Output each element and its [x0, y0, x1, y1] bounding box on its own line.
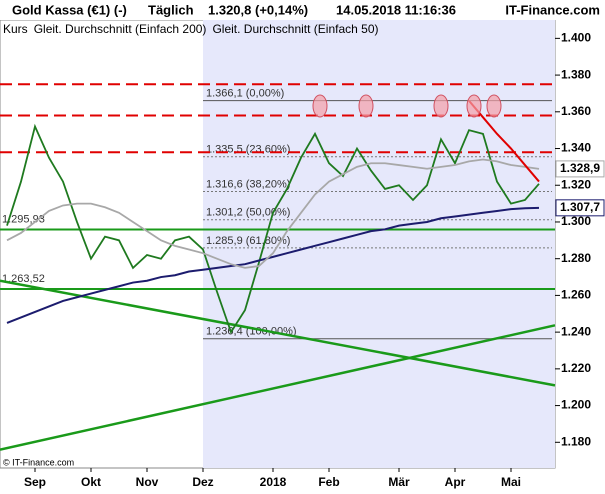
fib-label: 1.335,5 (23,60%)	[206, 144, 290, 156]
y-tick-label: 1.400	[561, 31, 591, 45]
y-tick-label: 1.360	[561, 104, 591, 118]
x-tick-label: Mai	[501, 475, 521, 489]
legend-entry: Kurs	[3, 22, 28, 36]
fib-label: 1.301,2 (50,00%)	[206, 207, 290, 219]
last-value-label: 1.328,9	[560, 161, 600, 175]
header-bar	[0, 0, 605, 20]
peak-marker	[433, 94, 449, 118]
x-tick-label: Mär	[388, 475, 410, 489]
last-value-box	[555, 160, 605, 178]
fib-label: 1.236,4 (100,00%)	[206, 326, 297, 338]
fib-label: 1.366,1 (0,00%)	[206, 88, 284, 100]
peak-marker	[486, 94, 502, 118]
header-title: Gold Kassa (€1) (-)	[12, 2, 127, 17]
x-tick-label: Okt	[81, 475, 101, 489]
y-tick-label: 1.340	[561, 141, 591, 155]
shade-layer	[203, 20, 555, 468]
peak-marker	[358, 94, 374, 118]
series-line	[6, 123, 540, 335]
y-tick-label: 1.380	[561, 67, 591, 81]
x-tick-label: 2018	[260, 475, 287, 489]
series-line	[6, 206, 540, 324]
chart-layer: 1.180 1.200 1.220 1.240 1.260 1.280 1.300 1.320…	[0, 31, 605, 489]
x-tick-label: Sep	[24, 475, 46, 489]
peak-markers	[312, 94, 502, 118]
fib-label: 1.285,9 (61,80%)	[206, 235, 290, 247]
last-value-box	[555, 199, 605, 217]
last-value-label: 1.307,7	[560, 200, 600, 214]
x-tick-label: Apr	[445, 475, 466, 489]
fib-zone	[203, 20, 555, 468]
series-line	[6, 158, 540, 269]
peak-marker	[466, 94, 482, 118]
legend-entry: Gleit. Durchschnitt (Einfach 200)	[34, 22, 207, 36]
x-tick-label: Nov	[136, 475, 159, 489]
header-interval: Täglich	[148, 2, 194, 17]
legend: Kurs Gleit. Durchschnitt (Einfach 200) Gle…	[3, 22, 379, 36]
trend-line	[0, 324, 556, 451]
trend-line	[0, 279, 556, 387]
trend-segment	[468, 100, 540, 183]
y-tick-label: 1.200	[561, 398, 591, 412]
y-tick-label: 1.320	[561, 177, 591, 191]
y-tick-label: 1.220	[561, 361, 591, 375]
fib-label: 1.316,6 (38,20%)	[206, 178, 290, 190]
y-tick-label: 1.280	[561, 251, 591, 265]
legend-entry: Gleit. Durchschnitt (Einfach 50)	[212, 22, 378, 36]
header-quote: 1.320,8 (+0,14%)	[208, 2, 308, 17]
y-tick-label: 1.180	[561, 434, 591, 448]
header-brand: IT-Finance.com	[505, 2, 600, 17]
footer: © IT-Finance.com	[3, 457, 74, 467]
peak-marker	[312, 94, 328, 118]
header-timestamp: 14.05.2018 11:16:36	[336, 2, 456, 17]
y-tick-label: 1.300	[561, 214, 591, 228]
y-tick-label: 1.260	[561, 288, 591, 302]
x-tick-label: Dez	[192, 475, 213, 489]
x-tick-label: Feb	[318, 475, 339, 489]
y-tick-label: 1.240	[561, 324, 591, 338]
